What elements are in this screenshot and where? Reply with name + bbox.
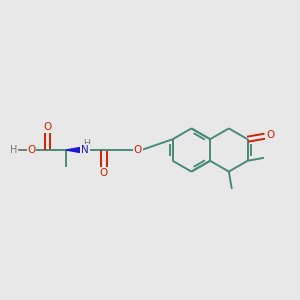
Text: O: O bbox=[266, 130, 275, 140]
Text: N: N bbox=[81, 145, 89, 155]
Text: O: O bbox=[43, 122, 52, 132]
Text: H: H bbox=[83, 140, 91, 148]
Polygon shape bbox=[66, 147, 83, 153]
Text: O: O bbox=[27, 145, 36, 155]
Text: O: O bbox=[27, 145, 36, 155]
Text: O: O bbox=[266, 130, 275, 140]
Text: H: H bbox=[83, 140, 91, 148]
Text: O: O bbox=[134, 145, 142, 155]
Text: O: O bbox=[43, 122, 52, 132]
Text: H: H bbox=[10, 145, 17, 155]
Text: O: O bbox=[100, 168, 108, 178]
Text: O: O bbox=[134, 145, 142, 155]
Text: O: O bbox=[100, 168, 108, 178]
Text: H: H bbox=[10, 145, 17, 155]
Text: N: N bbox=[81, 145, 89, 155]
